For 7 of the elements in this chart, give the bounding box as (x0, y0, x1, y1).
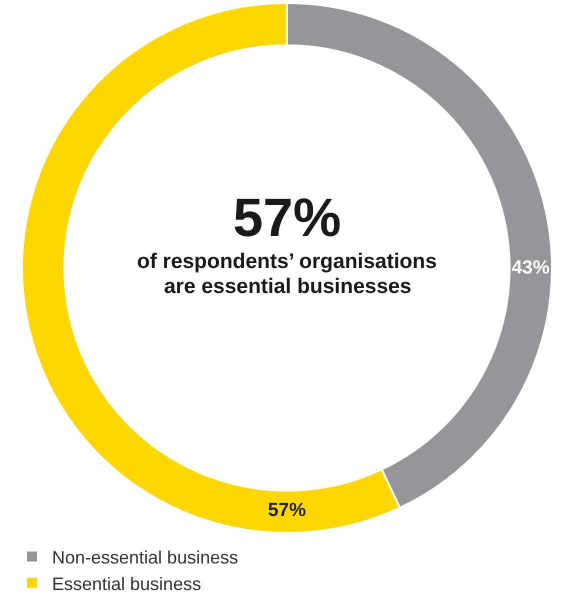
legend-label: Non-essential business (52, 548, 238, 568)
text: are essential businesses (164, 275, 412, 298)
text: 57% (233, 188, 342, 248)
text: of respondents’ organisations (137, 250, 437, 273)
data-label: 43% (512, 258, 550, 278)
legend-label: Essential business (52, 574, 202, 594)
data-label: 57% (268, 500, 306, 522)
